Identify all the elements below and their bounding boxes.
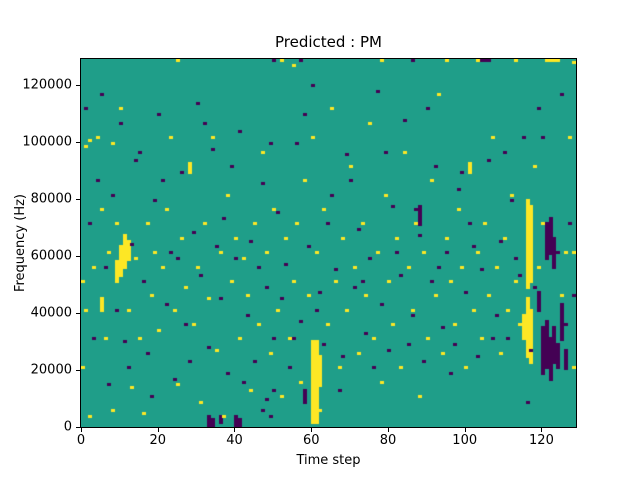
plot-area [80,58,577,428]
x-tick-mark [234,428,236,432]
y-tick-label: 40000 [30,305,72,321]
y-tick-mark [76,198,80,200]
y-tick-label: 20000 [30,362,72,378]
y-tick-label: 0 [63,419,72,435]
x-axis-label: Time step [296,453,361,468]
y-tick-mark [76,312,80,314]
x-tick-mark [464,428,466,432]
y-tick-label: 80000 [30,191,72,207]
x-tick-mark [541,428,543,432]
chart-title: Predicted : PM [275,33,382,51]
y-tick-mark [76,427,80,428]
y-tick-label: 100000 [22,134,72,150]
y-tick-mark [76,255,80,257]
y-tick-label: 60000 [30,248,72,264]
y-tick-mark [76,369,80,371]
y-tick-label: 120000 [22,77,72,93]
x-tick-label: 100 [452,433,478,448]
y-tick-mark [76,141,80,143]
x-tick-label: 40 [226,433,243,448]
y-tick-mark [76,84,80,86]
x-tick-mark [81,428,82,432]
x-tick-label: 80 [379,433,397,448]
x-tick-label: 20 [149,433,167,448]
x-tick-mark [311,428,313,432]
heatmap-canvas [81,59,576,427]
x-tick-label: 60 [302,433,320,448]
x-tick-label: 0 [76,433,86,448]
x-tick-mark [387,428,389,432]
x-tick-label: 120 [529,433,554,448]
x-tick-mark [157,428,159,432]
